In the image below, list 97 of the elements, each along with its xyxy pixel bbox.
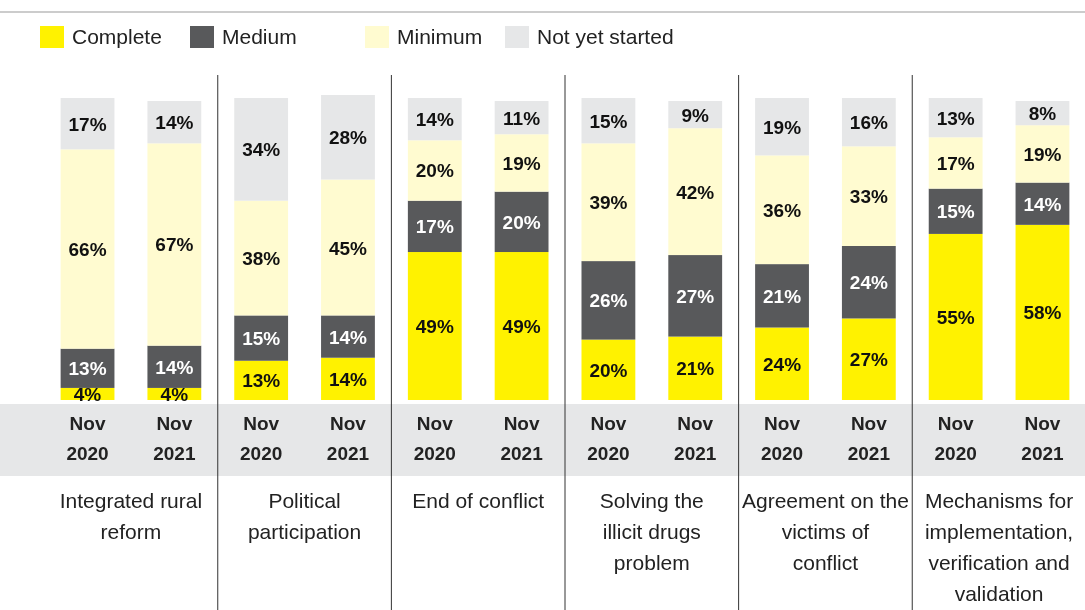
bar xyxy=(668,336,723,400)
bar xyxy=(668,128,723,256)
data-label: 13% xyxy=(242,370,281,392)
bar xyxy=(494,191,549,253)
data-label: 36% xyxy=(763,199,802,221)
x-tick-label: Nov 2021 xyxy=(326,413,370,464)
data-label: 39% xyxy=(589,192,628,214)
data-label: 42% xyxy=(676,181,715,203)
data-label: 55% xyxy=(936,306,975,328)
bar xyxy=(841,245,896,319)
data-label: 67% xyxy=(155,234,194,256)
text: Solving the illicit drugs problem xyxy=(599,489,704,574)
x-tick-label: Nov 2020 xyxy=(934,413,977,464)
data-label: 20% xyxy=(502,211,541,233)
text: Political participation xyxy=(247,489,362,543)
bar xyxy=(234,200,289,316)
data-label: 14% xyxy=(415,109,454,131)
data-label: 4% xyxy=(160,383,189,405)
text: Integrated rural reform xyxy=(59,489,203,543)
data-label: 27% xyxy=(676,285,715,307)
bar xyxy=(581,339,636,400)
data-label: 14% xyxy=(155,112,194,134)
legend-label: Medium xyxy=(222,25,297,48)
bar xyxy=(407,140,462,201)
data-label: 33% xyxy=(849,186,888,208)
data-label: 28% xyxy=(328,127,368,149)
data-label: 4% xyxy=(73,383,102,405)
text: Agreement on the victims of conflict xyxy=(741,489,909,574)
bar xyxy=(928,233,983,400)
bar xyxy=(668,255,723,337)
data-label: 14% xyxy=(1023,193,1062,215)
data-label: 17% xyxy=(415,216,454,238)
x-tick-label: Nov 2020 xyxy=(587,413,630,464)
bar xyxy=(1015,224,1070,400)
data-label: 19% xyxy=(1023,143,1062,165)
bar xyxy=(60,149,115,349)
bar xyxy=(755,327,809,400)
bar xyxy=(321,95,375,180)
data-label: 66% xyxy=(68,239,107,261)
bar xyxy=(407,252,462,400)
bar xyxy=(755,264,809,328)
data-label: 20% xyxy=(589,359,628,381)
bar xyxy=(755,155,809,265)
bar xyxy=(407,200,462,253)
data-label: 27% xyxy=(849,349,888,371)
bar xyxy=(581,261,636,340)
data-label: 14% xyxy=(328,368,368,390)
legend-label: Complete xyxy=(72,25,162,48)
data-label: 19% xyxy=(502,152,541,174)
text: Mechanisms for implementation, verification and validation xyxy=(924,489,1074,605)
data-label: 20% xyxy=(415,160,454,182)
bar xyxy=(494,134,549,192)
x-tick-label: Nov 2021 xyxy=(847,413,891,464)
x-tick-label: Nov 2020 xyxy=(760,413,804,464)
data-label: 13% xyxy=(68,358,107,380)
legend-label: Not yet started xyxy=(537,25,674,48)
bar xyxy=(581,143,636,262)
bar xyxy=(321,179,375,316)
data-label: 14% xyxy=(328,326,368,348)
data-label: 15% xyxy=(936,201,975,223)
bar xyxy=(841,318,896,400)
x-tick-label: Nov 2021 xyxy=(1021,413,1065,464)
legend-label: Minimum xyxy=(397,25,483,48)
bar xyxy=(494,252,549,400)
bar xyxy=(234,98,289,201)
data-label: 24% xyxy=(849,272,888,294)
data-label: 16% xyxy=(849,112,888,134)
data-label: 49% xyxy=(415,316,454,338)
data-label: 58% xyxy=(1023,302,1062,324)
data-label: 24% xyxy=(763,353,802,375)
data-label: 15% xyxy=(589,110,628,132)
x-tick-label: Nov 2021 xyxy=(674,413,717,464)
x-tick-label: Nov 2020 xyxy=(240,413,283,464)
data-label: 8% xyxy=(1028,103,1057,125)
data-label: 14% xyxy=(155,356,194,378)
data-label: 45% xyxy=(328,237,368,259)
x-tick-label: Nov 2021 xyxy=(153,413,196,464)
bar xyxy=(147,143,202,346)
x-tick-label: Nov 2020 xyxy=(66,413,109,464)
bar xyxy=(841,146,896,246)
data-label: 21% xyxy=(676,358,715,380)
data-label: 21% xyxy=(763,285,802,307)
data-label: 19% xyxy=(763,116,802,138)
bar xyxy=(928,137,983,189)
data-label: 49% xyxy=(502,316,541,338)
data-label: 9% xyxy=(681,104,710,126)
data-label: 17% xyxy=(68,113,107,135)
data-label: 11% xyxy=(503,107,541,129)
x-tick-label: Nov 2021 xyxy=(500,413,544,464)
data-label: 13% xyxy=(936,107,975,129)
data-label: 15% xyxy=(242,328,281,350)
data-label: 34% xyxy=(242,139,281,161)
data-label: 26% xyxy=(589,290,628,312)
x-tick-label: Nov 2020 xyxy=(413,413,456,464)
data-label: 17% xyxy=(936,152,975,174)
data-label: 38% xyxy=(242,248,281,270)
text: End of conflict xyxy=(412,489,545,512)
